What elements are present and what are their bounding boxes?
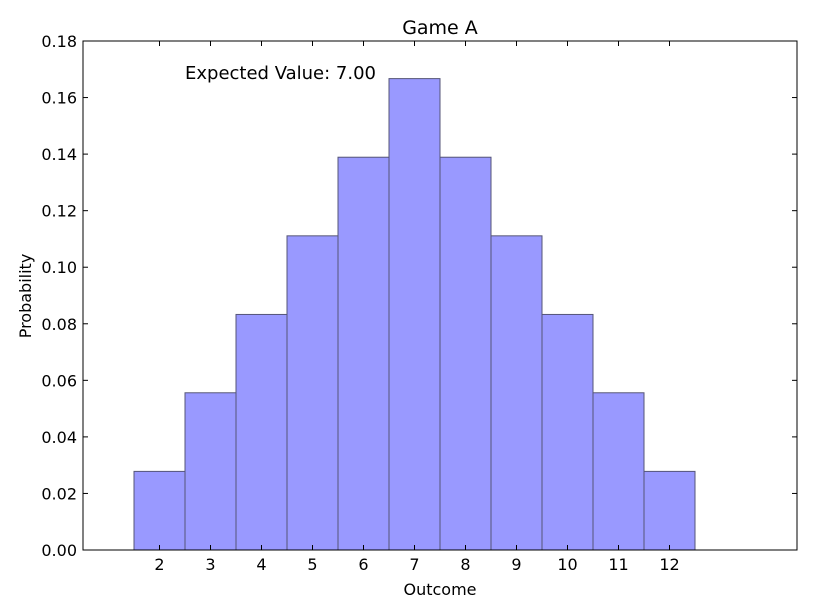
x-axis-label: Outcome [403, 580, 476, 599]
y-ticks-group: 0.00 0.02 0.04 0.06 0.08 0.10 0.12 0.14 0.16 0.18 [41, 32, 797, 560]
y-tick-label: 0.00 [41, 541, 77, 560]
bar-3 [184, 392, 237, 551]
bar-6 [337, 156, 390, 551]
y-axis-label: Probability [16, 254, 35, 339]
y-tick-label: 0.14 [41, 145, 77, 164]
y-tick-label: 0.12 [41, 202, 77, 221]
chart-title: Game A [402, 17, 478, 39]
x-tick-label: 3 [205, 555, 215, 574]
y-tick-label: 0.16 [41, 89, 77, 108]
bar-9 [490, 235, 543, 551]
y-tick-label: 0.08 [41, 315, 77, 334]
y-tick-label: 0.04 [41, 428, 77, 447]
y-tick-label: 0.18 [41, 32, 77, 51]
x-tick-label: 7 [409, 555, 419, 574]
plot-frame [82, 40, 798, 551]
x-ticks-group: 2 3 4 5 6 7 8 9 10 11 12 [154, 41, 680, 574]
x-tick-label: 5 [307, 555, 317, 574]
y-tick-label: 0.06 [41, 371, 77, 390]
bar-12 [643, 470, 696, 551]
x-tick-label: 12 [659, 555, 679, 574]
x-tick-label: 10 [557, 555, 577, 574]
bar-8 [439, 156, 492, 551]
bar-5 [286, 235, 339, 551]
x-tick-label: 4 [256, 555, 266, 574]
y-tick-label: 0.10 [41, 258, 77, 277]
bar-10 [541, 313, 594, 551]
annotation-expected-value: Expected Value: 7.00 [185, 63, 376, 84]
bar-4 [235, 313, 288, 551]
x-tick-label: 6 [358, 555, 368, 574]
x-tick-label: 8 [460, 555, 470, 574]
bar-11 [592, 392, 645, 551]
bar-2 [133, 470, 186, 551]
x-tick-label: 2 [154, 555, 164, 574]
x-tick-label: 11 [608, 555, 628, 574]
bars-group [133, 78, 696, 551]
x-tick-label: 9 [511, 555, 521, 574]
y-tick-label: 0.02 [41, 484, 77, 503]
bar-7 [388, 78, 441, 551]
